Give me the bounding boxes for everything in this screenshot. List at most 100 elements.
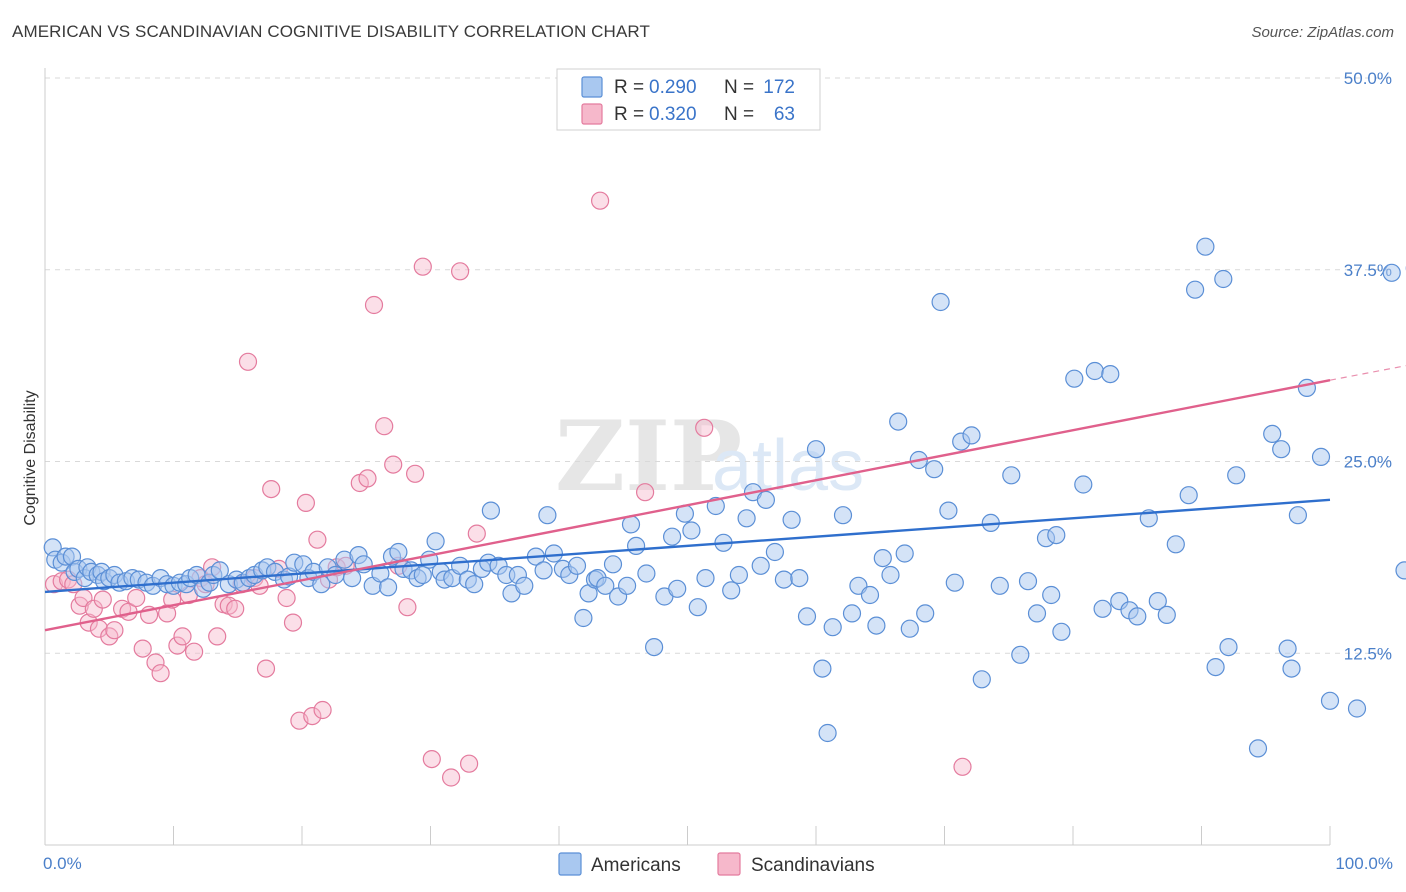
american-point-80 <box>538 506 557 525</box>
watermark-atlas: atlas <box>712 426 864 506</box>
scandinavian-point-40 <box>283 613 303 632</box>
y-axis-label: Cognitive Disability <box>22 390 39 525</box>
american-point-81 <box>544 544 564 563</box>
x-tick-labels: 0.0% 100.0% <box>43 854 1393 873</box>
legend-n-value-2: 63 <box>774 104 795 125</box>
american-point-178 <box>1347 699 1367 718</box>
bottom-legend-swatch-americans <box>558 852 582 876</box>
american-point-173 <box>1282 659 1301 678</box>
american-point-170 <box>1263 424 1282 443</box>
scandinavian-point-58 <box>422 749 441 769</box>
american-point-138 <box>962 426 981 445</box>
scandinavian-point-66 <box>695 418 714 437</box>
american-point-129 <box>895 544 914 563</box>
american-point-169 <box>1248 739 1268 758</box>
scandinavian-point-11 <box>105 621 124 640</box>
american-point-175 <box>1297 378 1317 397</box>
american-point-85 <box>574 608 593 628</box>
american-point-168 <box>1227 466 1246 485</box>
american-point-141 <box>990 576 1009 595</box>
american-point-163 <box>1185 280 1205 299</box>
american-point-92 <box>617 576 637 595</box>
american-point-159 <box>1148 591 1167 611</box>
legend-r-label-2: R = <box>614 104 644 125</box>
scandinavian-point-31 <box>226 599 245 618</box>
scandinavian-point-67 <box>953 757 972 776</box>
scandinavian-point-55 <box>398 598 417 617</box>
american-point-111 <box>756 490 776 509</box>
watermark: ZIP atlas <box>555 400 864 513</box>
scandinavian-point-61 <box>460 754 479 773</box>
american-point-98 <box>662 527 682 546</box>
legend-n-value-1: 172 <box>763 77 795 98</box>
american-point-72 <box>481 501 500 520</box>
legend-n-label-2: N = <box>724 104 754 125</box>
scandinavian-point-60 <box>451 262 470 281</box>
american-point-135 <box>939 501 958 520</box>
scandinavian-point-52 <box>375 417 394 436</box>
x-tick-label-0: 0.0% <box>43 854 82 873</box>
american-point-132 <box>916 604 935 623</box>
american-point-118 <box>813 659 832 678</box>
y-tick-label-2: 37.5% <box>1344 261 1392 280</box>
bottom-legend-label-scandinavians: Scandinavians <box>751 855 875 876</box>
american-point-171 <box>1272 440 1291 459</box>
american-point-150 <box>1065 369 1084 388</box>
american-point-136 <box>945 573 964 592</box>
american-point-79 <box>534 561 553 580</box>
scandinavian-point-42 <box>296 493 315 512</box>
american-point-127 <box>881 565 900 585</box>
american-point-99 <box>668 579 687 598</box>
american-point-89 <box>596 576 615 595</box>
chart-title: AMERICAN VS SCANDINAVIAN COGNITIVE DISAB… <box>12 22 650 41</box>
american-point-102 <box>688 598 707 617</box>
scandinavian-point-50 <box>358 469 377 488</box>
american-point-161 <box>1166 535 1185 554</box>
american-point-152 <box>1085 361 1104 381</box>
american-point-164 <box>1196 237 1215 256</box>
american-point-114 <box>782 510 801 529</box>
american-point-172 <box>1278 639 1297 658</box>
scandinavian-point-15 <box>133 639 152 658</box>
american-point-107 <box>729 565 749 585</box>
american-point-143 <box>1011 645 1030 664</box>
american-point-151 <box>1074 475 1093 494</box>
chart-source: Source: ZipAtlas.com <box>1251 24 1394 41</box>
scandinavian-point-33 <box>238 352 258 371</box>
american-point-167 <box>1219 637 1238 657</box>
american-point-63 <box>426 532 445 551</box>
scandinavian-point-59 <box>442 768 461 787</box>
legend: R = 0.290 N = 172 R = 0.320 N = 63 <box>556 68 821 131</box>
american-point-160 <box>1157 605 1176 625</box>
american-point-112 <box>765 542 785 562</box>
american-point-95 <box>637 564 656 583</box>
scandinavian-point-63 <box>590 191 610 210</box>
scandinavian-point-43 <box>303 706 322 726</box>
scandinavian-point-53 <box>384 455 403 474</box>
american-point-176 <box>1311 447 1331 466</box>
y-tick-labels: 12.5% 25.0% 37.5% 50.0% <box>1344 69 1392 663</box>
scandinavian-point-28 <box>208 627 227 646</box>
american-point-147 <box>1042 585 1061 605</box>
american-point-106 <box>722 581 741 600</box>
scandinavian-point-17 <box>146 653 165 672</box>
scandinavian-point-64 <box>635 483 655 502</box>
american-point-103 <box>696 568 715 588</box>
legend-swatch-americans <box>581 76 603 98</box>
scandinavian-point-62 <box>467 524 486 543</box>
scandinavian-point-44 <box>308 530 327 549</box>
x-tick-label-1: 100.0% <box>1335 854 1393 873</box>
american-point-180 <box>1395 561 1406 580</box>
scandinavian-point-51 <box>364 295 384 315</box>
american-point-122 <box>842 604 862 623</box>
scandinavian-point-22 <box>173 627 192 646</box>
scandinavian-point-14 <box>127 588 146 608</box>
american-point-125 <box>867 616 886 635</box>
american-point-121 <box>833 506 853 525</box>
y-tick-label-1: 25.0% <box>1344 453 1392 472</box>
scandinavian-point-24 <box>185 642 204 661</box>
american-point-90 <box>603 555 623 574</box>
american-point-116 <box>797 607 817 626</box>
american-point-174 <box>1288 506 1308 525</box>
legend-swatch-scandinavians <box>581 103 603 125</box>
